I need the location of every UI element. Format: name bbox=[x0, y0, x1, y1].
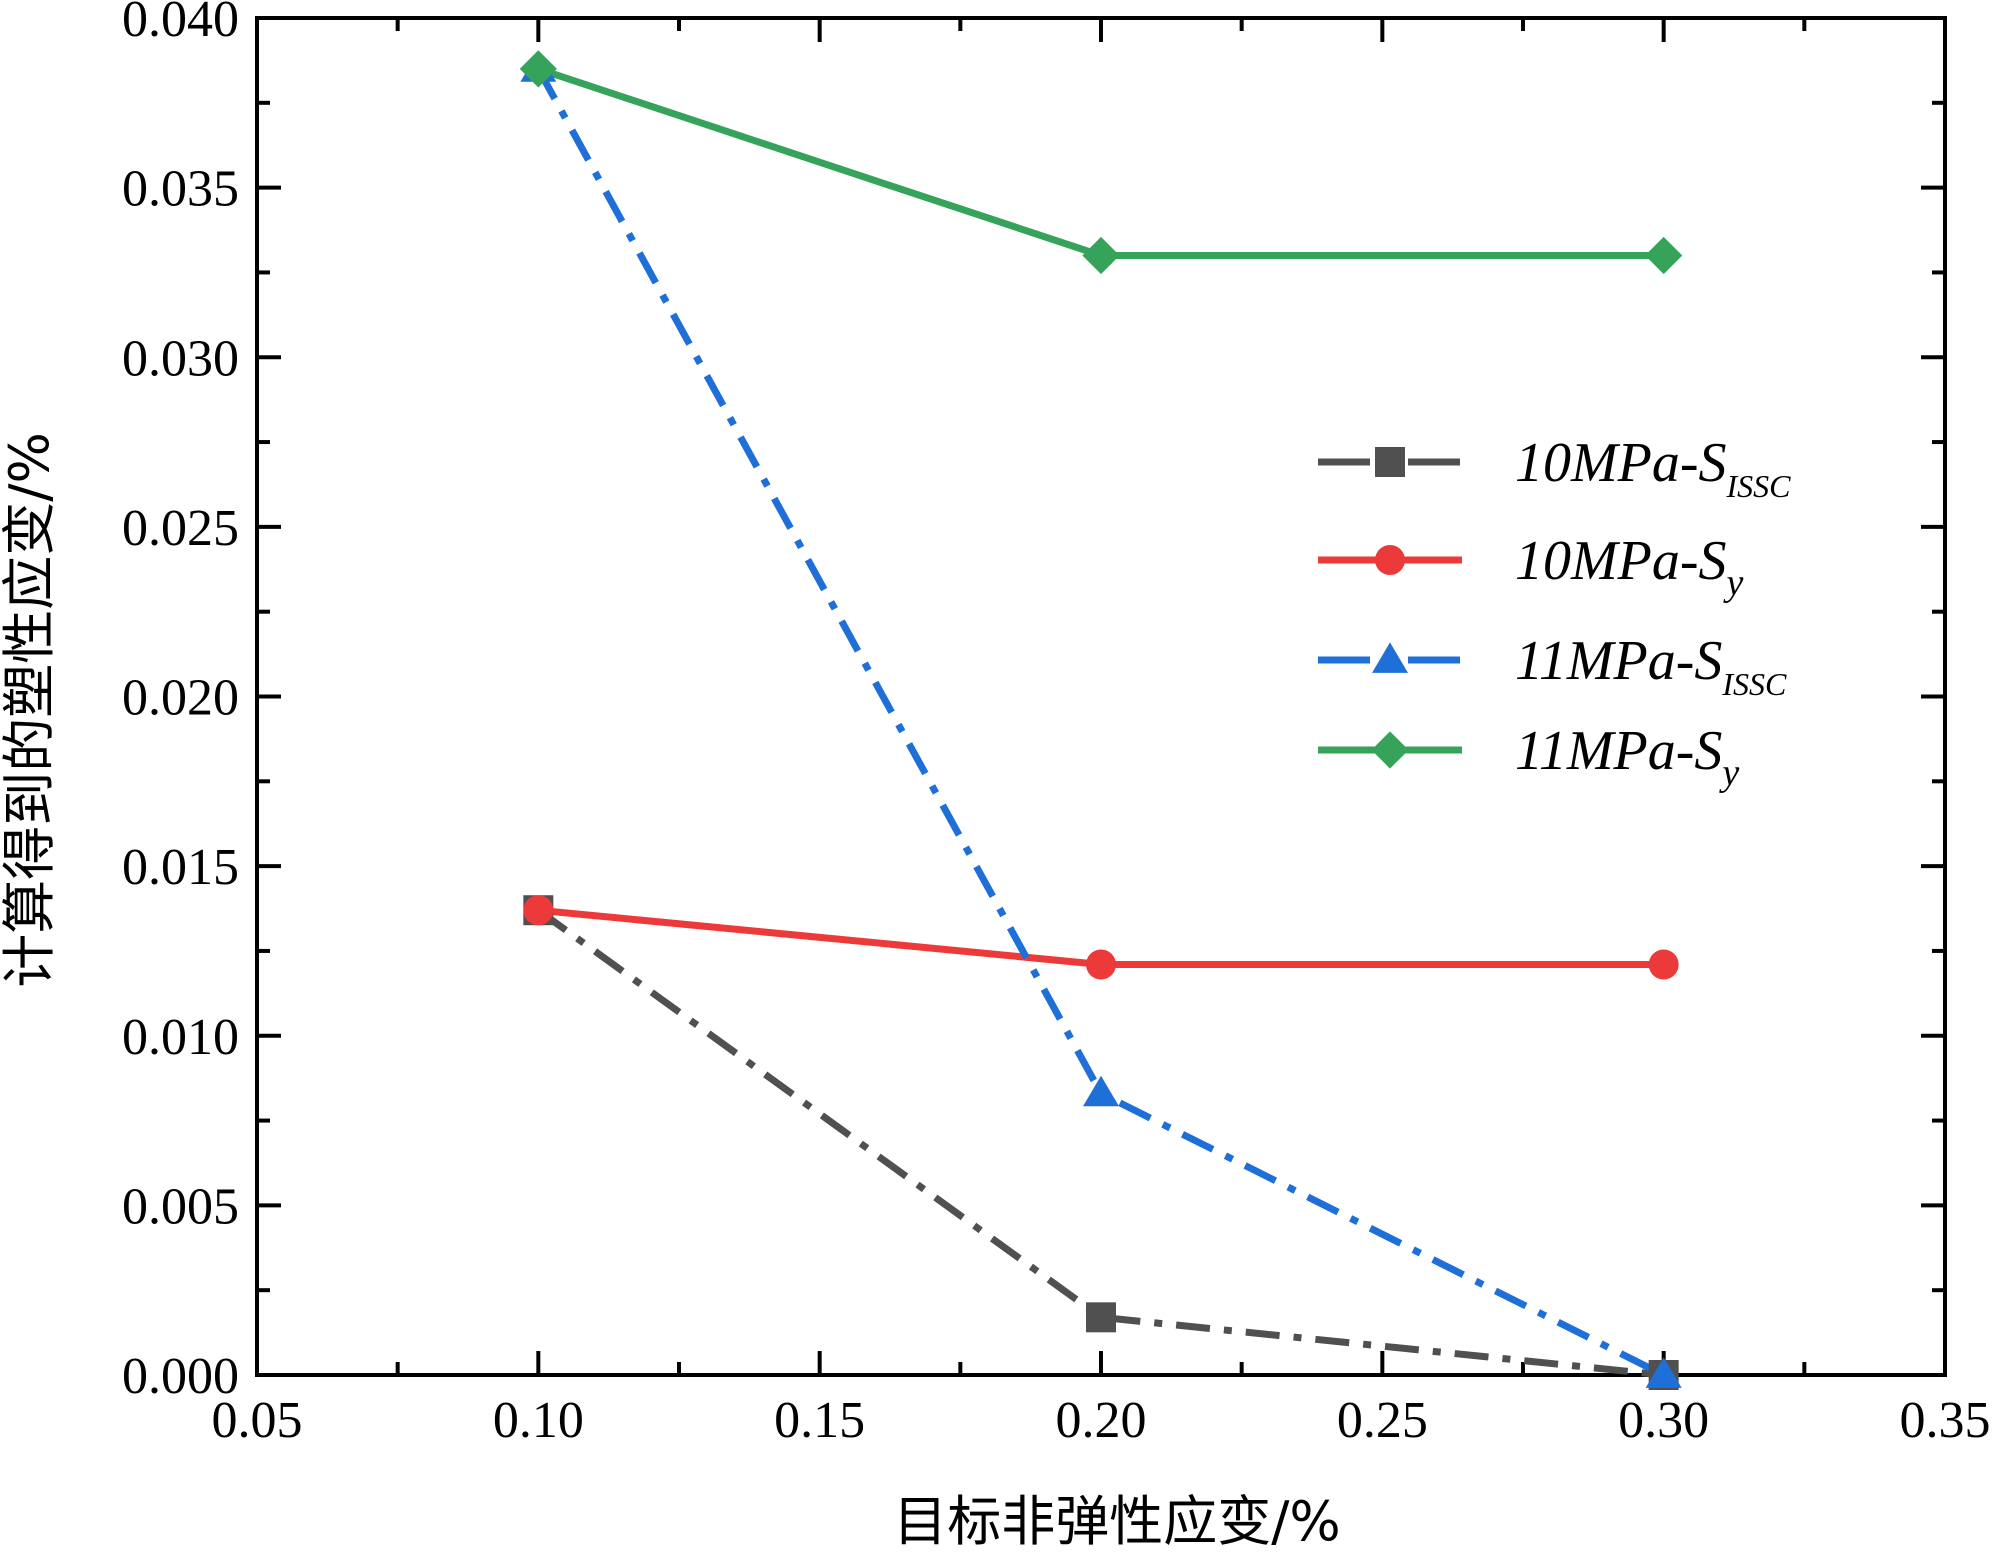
y-tick-label: 0.035 bbox=[122, 161, 239, 218]
series-line-1 bbox=[536, 907, 1665, 1379]
legend-label-4: 11MPa-Sy bbox=[1515, 720, 1739, 794]
legend-marker-4 bbox=[1371, 731, 1409, 769]
y-tick-label: 0.030 bbox=[122, 330, 239, 387]
x-tick-label: 0.25 bbox=[1337, 1392, 1428, 1449]
x-tick-label: 0.35 bbox=[1900, 1392, 1991, 1449]
plot-frame bbox=[255, 16, 1947, 1377]
data-point-series-1 bbox=[1086, 1302, 1116, 1333]
y-tick-label: 0.005 bbox=[122, 1178, 239, 1235]
data-point-series-4 bbox=[519, 50, 557, 88]
y-tick-label: 0.040 bbox=[122, 0, 239, 48]
y-tick-label: 0.000 bbox=[122, 1348, 239, 1405]
x-tick-label: 0.15 bbox=[774, 1392, 865, 1449]
x-tick-label: 0.10 bbox=[493, 1392, 584, 1449]
legend-label-3: 11MPa-SISSC bbox=[1515, 630, 1787, 702]
x-axis-title: 目标非弹性应变/% bbox=[893, 1490, 1341, 1553]
data-point-series-2 bbox=[523, 895, 554, 926]
legend-marker-3 bbox=[1372, 642, 1408, 673]
y-tick-label: 0.015 bbox=[122, 839, 239, 896]
data-point-series-3 bbox=[1645, 1357, 1682, 1388]
series-markers bbox=[519, 50, 1683, 1390]
x-tick-label: 0.20 bbox=[1056, 1392, 1147, 1449]
legend-label-2: 10MPa-Sy bbox=[1515, 530, 1744, 604]
data-point-series-4 bbox=[1645, 236, 1683, 275]
y-tick-label: 0.020 bbox=[122, 670, 239, 727]
x-tick-label: 0.05 bbox=[212, 1392, 303, 1449]
y-axis-title: 计算得到的塑性应变/% bbox=[0, 432, 61, 988]
plot-border bbox=[255, 16, 1947, 1377]
series-line-4 bbox=[537, 65, 1664, 259]
x-tick-label: 0.30 bbox=[1618, 1392, 1709, 1449]
data-point-series-4 bbox=[1082, 236, 1120, 275]
legend-label-1: 10MPa-SISSC bbox=[1515, 432, 1791, 504]
legend: 10MPa-SISSC 10MPa-Sy 11MPa-SISSC 11MPa-Sy bbox=[1318, 432, 1791, 794]
legend-marker-2 bbox=[1375, 545, 1405, 575]
y-tick-label: 0.025 bbox=[122, 500, 239, 557]
axis-ticks: 0.05 0.10 0.15 0.20 0.25 0.30 0.35 0.000 0.005 0.… bbox=[122, 0, 1991, 1449]
data-point-series-2 bbox=[1086, 949, 1116, 980]
data-point-series-2 bbox=[1648, 949, 1679, 980]
legend-marker-1 bbox=[1375, 447, 1405, 477]
data-point-series-3 bbox=[1083, 1075, 1119, 1107]
y-tick-label: 0.010 bbox=[122, 1009, 239, 1066]
